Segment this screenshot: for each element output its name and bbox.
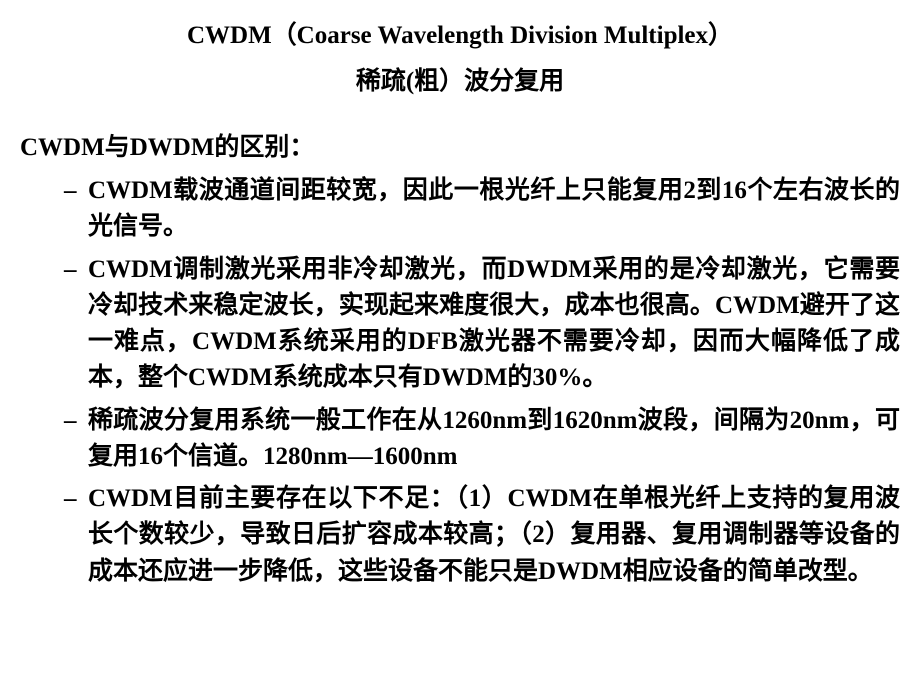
title-english: CWDM（Coarse Wavelength Division Multiple…: [20, 15, 900, 51]
bullet-list: CWDM载波通道间距较宽，因此一根光纤上只能复用2到16个左右波长的光信号。 C…: [20, 173, 900, 590]
list-item: CWDM目前主要存在以下不足：（1）CWDM在单根光纤上支持的复用波长个数较少，…: [88, 481, 900, 590]
list-item: CWDM调制激光采用非冷却激光，而DWDM采用的是冷却激光，它需要冷却技术来稳定…: [88, 252, 900, 397]
list-item: CWDM载波通道间距较宽，因此一根光纤上只能复用2到16个左右波长的光信号。: [88, 173, 900, 246]
list-item: 稀疏波分复用系统一般工作在从1260nm到1620nm波段，间隔为20nm，可复…: [88, 403, 900, 476]
document-page: CWDM（Coarse Wavelength Division Multiple…: [0, 0, 920, 616]
section-heading: CWDM与DWDM的区别：: [20, 127, 900, 163]
title-chinese: 稀疏(粗）波分复用: [20, 61, 900, 97]
